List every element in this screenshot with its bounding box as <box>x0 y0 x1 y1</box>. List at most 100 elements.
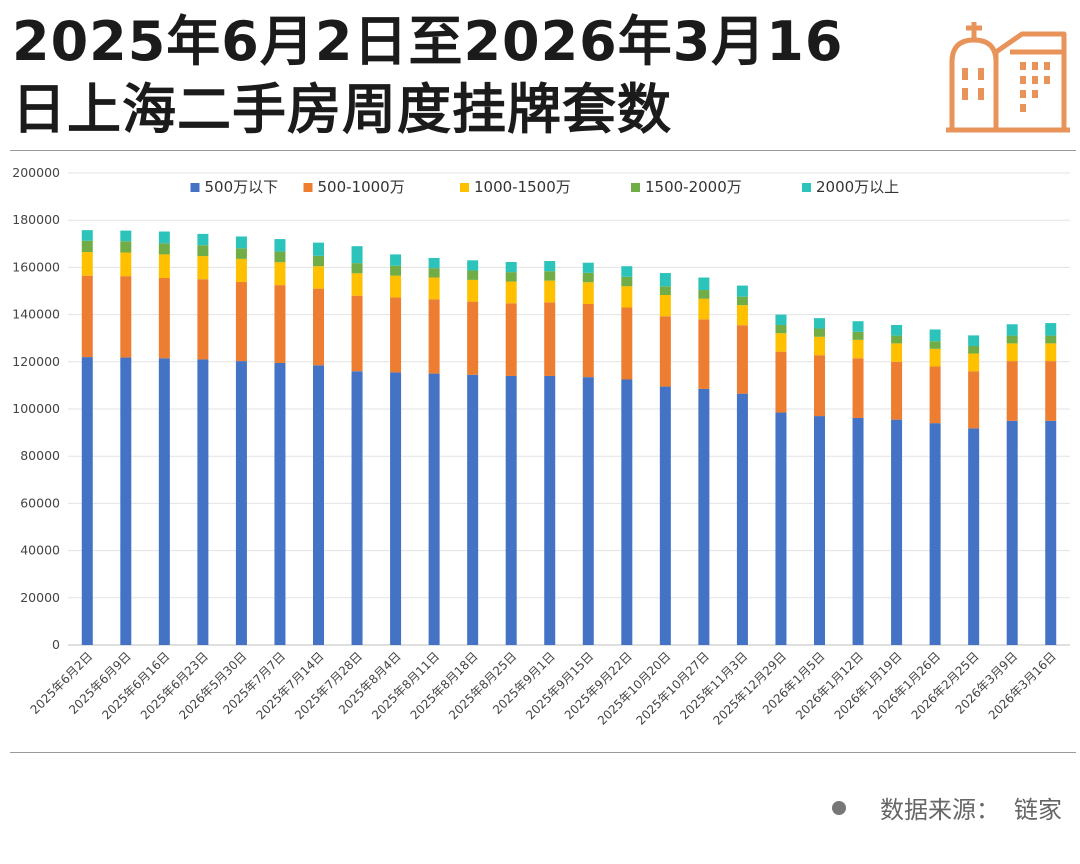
bar-segment <box>1045 343 1057 362</box>
bar-segment <box>274 285 286 363</box>
bar-segment <box>1006 420 1018 645</box>
bar-segment <box>81 230 93 241</box>
bar-segment <box>1006 335 1018 344</box>
bar-segment <box>659 386 671 645</box>
bar-segment <box>736 296 748 306</box>
bar-segment <box>351 371 363 645</box>
bar-segment <box>582 272 594 283</box>
bar-segment <box>659 273 671 287</box>
bar-segment <box>775 351 787 413</box>
x-tick-label: 2025年7月28日 <box>292 649 365 722</box>
bar-segment <box>698 277 710 291</box>
bar-segment <box>81 357 93 645</box>
bar-segment <box>274 262 286 286</box>
y-tick-label: 40000 <box>20 543 60 558</box>
bar-segment <box>621 307 633 380</box>
x-tick-label: 2026年3月16日 <box>986 649 1059 722</box>
bar-segment <box>505 272 517 282</box>
building-icon <box>946 22 1070 133</box>
bar-segment <box>390 297 402 373</box>
bar-segment <box>659 286 671 296</box>
bar-segment <box>929 341 941 349</box>
bar-segment <box>775 324 787 334</box>
bar-segment <box>582 282 594 304</box>
bar-segment <box>698 319 710 389</box>
x-tick-label: 2026年2月25日 <box>909 649 982 722</box>
y-tick-label: 120000 <box>12 354 60 369</box>
bar-segment <box>814 336 825 356</box>
legend-label: 1000-1500万 <box>474 178 571 196</box>
bar-segment <box>1045 420 1057 645</box>
x-tick-label: 2025年8月25日 <box>446 649 519 722</box>
bar-segment <box>158 243 170 255</box>
bar-segment <box>1045 335 1057 344</box>
bar-segment <box>968 345 980 354</box>
bar-segment <box>158 231 170 244</box>
bar-segment <box>659 316 671 387</box>
bar-segment <box>659 295 671 317</box>
bar-segment <box>1006 361 1018 421</box>
bar-segment <box>929 423 941 645</box>
bar-segment <box>235 236 247 249</box>
bar-segment <box>968 335 980 346</box>
bar-segment <box>120 230 132 242</box>
bar-segment <box>929 366 941 424</box>
bar-segment <box>390 372 402 645</box>
bar-segment <box>313 255 324 267</box>
bar-segment <box>197 359 209 645</box>
bar-segment <box>891 343 903 362</box>
bar-segment <box>351 273 363 296</box>
y-tick-label: 20000 <box>20 590 60 605</box>
bar-segment <box>1045 323 1057 336</box>
x-tick-label: 2025年8月11日 <box>369 649 442 722</box>
bar-segment <box>814 355 825 417</box>
bullet-icon <box>832 800 846 815</box>
bar-segment <box>891 361 903 420</box>
bar-segment <box>505 281 517 304</box>
bar-segment <box>775 314 787 325</box>
bar-segment <box>120 357 132 645</box>
bar-segment <box>390 254 402 266</box>
bar-segment <box>274 251 286 263</box>
bar-segment <box>1006 324 1018 336</box>
bar-segment <box>1045 361 1057 421</box>
stacked-bar-chart: 0 20000 40000 60000 80000 100000 120000 140000 1… <box>12 165 1070 728</box>
bar-segment <box>968 371 980 429</box>
bar-segment <box>698 388 710 645</box>
title-line-1: 2025年6月2日至2026年3月16 <box>12 10 844 73</box>
bar-segment <box>351 263 363 274</box>
x-tick-label: 2026年1月12日 <box>793 649 866 722</box>
bar-segment <box>968 428 980 645</box>
bar-segment <box>120 276 132 358</box>
bar-segment <box>505 303 517 376</box>
bar-segment <box>467 270 479 280</box>
bar-segment <box>736 305 748 326</box>
legend-swatch <box>190 183 200 192</box>
top-divider <box>10 150 1076 151</box>
x-tick-label: 2025年11月3日 <box>677 649 750 722</box>
bar-segment <box>235 361 247 645</box>
bar-segment <box>313 365 324 645</box>
bar-segment <box>467 279 479 302</box>
bar-segment <box>814 328 825 337</box>
legend-swatch <box>802 183 811 192</box>
bar-segment <box>544 271 556 281</box>
x-tick-label: 2026年1月26日 <box>870 649 943 722</box>
bar-segment <box>81 275 93 358</box>
bar-segment <box>544 261 556 272</box>
bar-segment <box>544 302 556 376</box>
bar-segment <box>891 335 903 344</box>
bar-segment <box>235 248 247 259</box>
bar-segment <box>81 240 93 253</box>
bar-segment <box>852 417 864 645</box>
bar-segment <box>274 239 286 252</box>
bar-segment <box>197 245 209 257</box>
bar-segment <box>313 288 324 366</box>
bar-segment <box>736 325 748 394</box>
bar-segment <box>736 393 748 645</box>
y-tick-label: 100000 <box>12 401 60 416</box>
x-tick-label: 2026年1月19日 <box>832 649 905 722</box>
legend-swatch <box>460 183 469 192</box>
y-tick-label: 80000 <box>20 448 60 463</box>
y-tick-label: 200000 <box>12 165 60 180</box>
